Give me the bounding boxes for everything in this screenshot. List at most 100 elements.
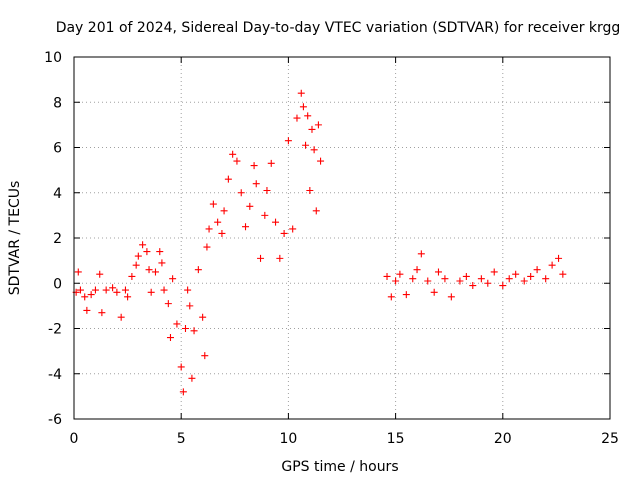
data-point: [246, 202, 254, 210]
data-point: [499, 282, 507, 290]
data-point: [209, 200, 217, 208]
data-point: [477, 275, 485, 283]
x-tick-label: 20: [494, 431, 512, 447]
data-point: [289, 225, 297, 233]
y-axis: -6 -4 -2 0 2 4 6 8 10: [44, 50, 610, 428]
data-point: [158, 259, 166, 267]
x-tick-label: 5: [177, 431, 186, 447]
data-point: [220, 207, 228, 215]
y-tick-label: 6: [53, 141, 62, 157]
data-point: [205, 225, 213, 233]
data-point: [447, 293, 455, 301]
y-tick-label: -6: [48, 412, 62, 428]
data-point: [297, 89, 305, 97]
data-point: [113, 288, 121, 296]
data-point: [237, 189, 245, 197]
data-point: [177, 363, 185, 371]
data-point: [98, 309, 106, 317]
data-point: [263, 186, 271, 194]
data-point: [83, 306, 91, 314]
data-point: [520, 277, 528, 285]
data-point: [441, 275, 449, 283]
y-tick-label: 10: [44, 50, 62, 66]
data-point: [224, 175, 232, 183]
data-point: [164, 300, 172, 308]
data-point: [308, 125, 316, 133]
data-point: [117, 313, 125, 321]
data-point: [490, 268, 498, 276]
data-point: [91, 286, 99, 294]
data-point: [424, 277, 432, 285]
data-point: [559, 270, 567, 278]
data-point: [128, 272, 136, 280]
data-point: [173, 320, 181, 328]
data-point: [132, 261, 140, 269]
data-point: [218, 229, 226, 237]
y-tick-label: 2: [53, 231, 62, 247]
data-point: [284, 137, 292, 145]
y-axis-label: SDTVAR / TECUs: [7, 181, 23, 296]
data-point: [102, 286, 110, 294]
data-point: [304, 112, 312, 120]
x-axis-label: GPS time / hours: [281, 459, 398, 475]
data-point: [430, 288, 438, 296]
data-point: [145, 266, 153, 274]
chart-title: Day 201 of 2024, Sidereal Day-to-day VTE…: [56, 20, 621, 36]
data-point: [512, 270, 520, 278]
data-point: [109, 284, 117, 292]
data-point: [314, 121, 322, 129]
data-point: [542, 275, 550, 283]
data-point: [456, 277, 464, 285]
data-point: [199, 313, 207, 321]
data-point: [267, 159, 275, 167]
x-axis: 0 5 10 15 20 25: [70, 57, 619, 447]
data-point: [317, 157, 325, 165]
data-point: [160, 286, 168, 294]
data-point: [96, 270, 104, 278]
data-point: [469, 282, 477, 290]
data-point: [201, 352, 209, 360]
data-point: [143, 248, 151, 256]
data-point: [409, 275, 417, 283]
data-point: [188, 374, 196, 382]
data-point: [280, 229, 288, 237]
x-tick-label: 0: [70, 431, 79, 447]
data-point: [306, 186, 314, 194]
data-point: [76, 286, 84, 294]
data-point: [74, 268, 82, 276]
data-point: [151, 268, 159, 276]
data-point: [417, 250, 425, 258]
data-point: [184, 286, 192, 294]
data-point: [548, 261, 556, 269]
y-tick-label: 8: [53, 95, 62, 111]
data-point: [181, 325, 189, 332]
data-point: [302, 141, 310, 149]
data-point: [555, 254, 563, 262]
y-tick-label: -2: [48, 322, 62, 338]
data-point: [462, 272, 470, 280]
data-point: [392, 277, 400, 285]
data-point: [505, 275, 513, 283]
data-points: [72, 89, 567, 396]
data-point: [383, 272, 391, 280]
data-point: [252, 180, 260, 188]
data-point: [229, 150, 237, 158]
data-point: [434, 268, 442, 276]
data-point: [81, 293, 89, 301]
data-point: [87, 291, 95, 299]
data-point: [242, 223, 250, 231]
data-point: [169, 275, 177, 283]
data-point: [310, 146, 318, 154]
data-point: [272, 218, 280, 226]
data-point: [203, 243, 211, 251]
data-point: [186, 302, 194, 310]
y-tick-label: -4: [48, 367, 62, 383]
data-point: [147, 288, 155, 296]
data-point: [124, 293, 132, 301]
data-point: [402, 291, 410, 299]
data-point: [156, 248, 164, 256]
data-point: [233, 157, 241, 165]
y-tick-label: 4: [53, 186, 62, 202]
x-tick-label: 10: [279, 431, 297, 447]
